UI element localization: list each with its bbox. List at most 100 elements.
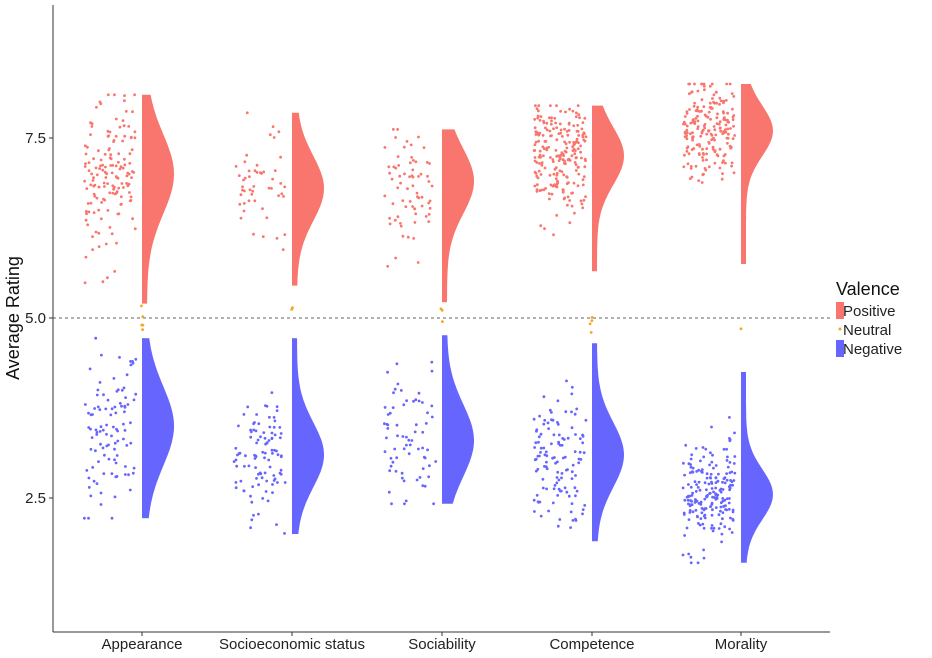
data-point: [574, 115, 578, 119]
data-point: [710, 425, 713, 429]
data-point: [109, 413, 113, 417]
data-point: [537, 139, 540, 143]
data-point: [414, 160, 418, 164]
data-point: [721, 497, 725, 500]
data-point: [242, 413, 246, 416]
data-point: [98, 167, 101, 171]
data-point: [720, 177, 724, 181]
data-point: [570, 410, 573, 414]
data-point: [105, 172, 109, 176]
data-point: [257, 422, 261, 426]
data-point: [427, 220, 431, 224]
data-point: [388, 222, 392, 226]
data-point: [564, 150, 568, 154]
data-point: [683, 115, 687, 118]
data-point: [581, 183, 585, 187]
data-point: [251, 485, 255, 488]
data-point: [701, 128, 705, 132]
data-point: [133, 227, 137, 231]
data-point: [714, 506, 718, 509]
data-point: [719, 509, 722, 513]
data-point: [123, 473, 127, 476]
data-point: [97, 149, 100, 153]
data-point: [689, 465, 693, 469]
data-point: [712, 100, 715, 104]
data-point: [116, 388, 120, 392]
data-point: [283, 481, 287, 484]
data-point: [704, 507, 708, 510]
data-point: [83, 179, 86, 183]
data-point: [275, 405, 279, 408]
data-point: [123, 157, 126, 161]
data-point: [692, 147, 696, 150]
data-point: [250, 500, 254, 504]
data-point: [395, 423, 399, 427]
data-point: [721, 517, 724, 521]
data-point: [252, 428, 256, 432]
data-point: [110, 434, 113, 438]
data-point: [731, 137, 735, 141]
data-point: [271, 125, 275, 129]
data-point: [421, 430, 425, 434]
data-point: [263, 451, 267, 455]
data-point: [106, 276, 109, 280]
data-point: [405, 443, 408, 447]
data-point: [430, 360, 434, 364]
data-point: [713, 149, 717, 153]
data-point: [115, 454, 119, 457]
violin-positive-1: [292, 112, 324, 286]
data-point: [264, 490, 268, 493]
data-point: [714, 476, 718, 480]
data-point: [121, 119, 125, 122]
data-point: [581, 133, 585, 137]
data-point: [98, 430, 102, 433]
data-point: [387, 165, 391, 169]
data-point: [577, 172, 581, 176]
data-point: [553, 167, 557, 171]
data-point: [105, 432, 108, 436]
data-point: [427, 475, 431, 479]
data-point: [268, 465, 272, 469]
data-point: [724, 504, 727, 507]
data-point: [394, 136, 397, 139]
data-point: [386, 427, 390, 430]
data-point: [247, 169, 251, 173]
data-point: [234, 165, 238, 168]
data-point: [559, 131, 563, 135]
data-point: [383, 146, 387, 149]
data-point: [402, 479, 406, 483]
data-point: [711, 508, 714, 512]
data-point: [710, 82, 714, 86]
data-point: [590, 316, 594, 319]
data-point: [133, 93, 137, 97]
data-point: [710, 460, 714, 464]
data-point: [257, 472, 260, 476]
data-point: [714, 133, 718, 137]
x-tick-label: Morality: [715, 636, 768, 653]
data-point: [723, 476, 727, 480]
data-point: [696, 515, 699, 519]
data-point: [234, 458, 238, 462]
data-point: [388, 411, 392, 415]
data-point: [682, 461, 685, 465]
data-point: [542, 395, 546, 399]
data-point: [123, 134, 127, 138]
data-point: [102, 181, 106, 185]
data-point: [572, 181, 576, 185]
data-point: [532, 149, 536, 152]
data-point: [533, 143, 537, 147]
data-point: [92, 479, 96, 483]
data-point: [727, 507, 731, 511]
data-point: [688, 108, 691, 111]
data-point: [724, 128, 727, 132]
data-point: [110, 516, 114, 520]
data-point: [575, 140, 578, 143]
data-point: [685, 110, 689, 114]
data-point: [719, 99, 723, 103]
data-point: [584, 135, 588, 139]
data-point: [117, 152, 121, 156]
data-point: [538, 149, 542, 153]
data-point: [583, 157, 587, 161]
data-point: [249, 428, 253, 432]
data-point: [728, 486, 732, 490]
